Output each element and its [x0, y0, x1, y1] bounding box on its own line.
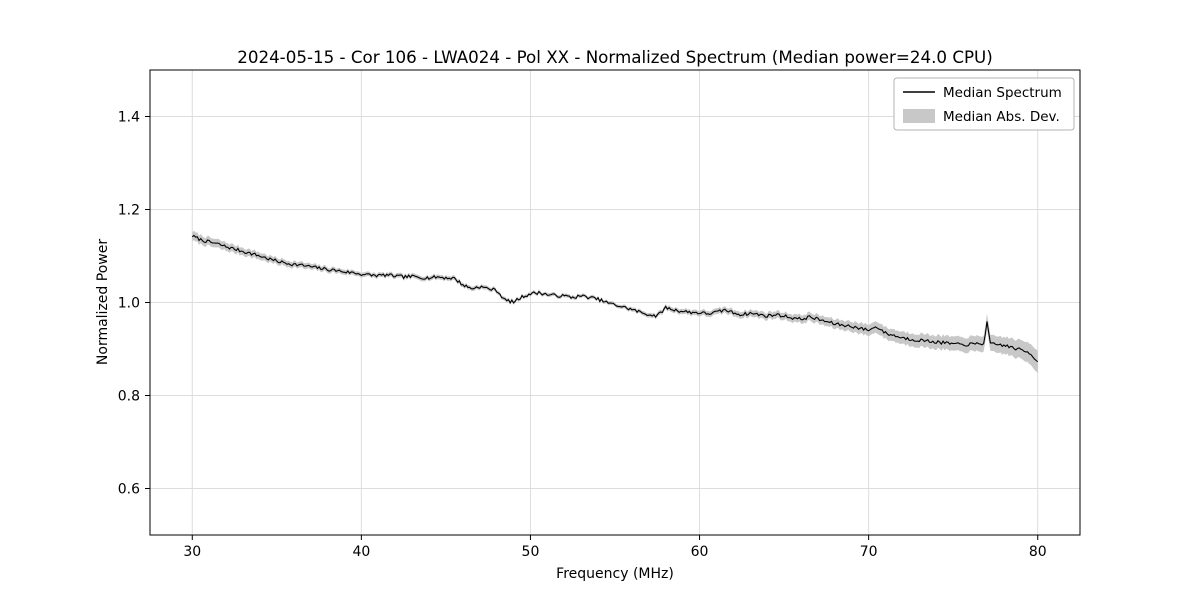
- legend: Median Spectrum Median Abs. Dev.: [893, 77, 1075, 131]
- x-tick-label: 50: [522, 544, 540, 560]
- y-tick-label: 0.8: [118, 389, 140, 405]
- y-tick-label: 1.0: [118, 296, 140, 312]
- x-axis-label: Frequency (MHz): [556, 566, 674, 582]
- y-tick-label: 0.6: [118, 482, 140, 498]
- grid-layer: [150, 70, 1080, 535]
- y-tick-label: 1.4: [118, 110, 140, 126]
- legend-entry-label: Median Abs. Dev.: [943, 109, 1060, 125]
- y-tick-label: 1.2: [118, 203, 140, 219]
- x-tick-label: 30: [183, 544, 201, 560]
- legend-box: [893, 77, 1075, 131]
- x-tick-label: 40: [352, 544, 370, 560]
- x-tick-label: 60: [691, 544, 709, 560]
- legend-patch-sample: [903, 109, 935, 123]
- x-tick-label: 70: [860, 544, 878, 560]
- tick-layer: 30 40 50 60 70 80 0.6 0.8 1.0 1.2 1.4: [118, 110, 1047, 561]
- line-layer: [191, 234, 1039, 363]
- legend-entry-label: Median Spectrum: [943, 85, 1062, 101]
- median-spectrum-line: [191, 234, 1039, 363]
- x-tick-label: 80: [1029, 544, 1047, 560]
- chart-title: 2024-05-15 - Cor 106 - LWA024 - Pol XX -…: [237, 47, 993, 67]
- y-axis-label: Normalized Power: [95, 239, 111, 365]
- band-layer: [192, 230, 1038, 373]
- median-abs-dev-band: [192, 230, 1038, 373]
